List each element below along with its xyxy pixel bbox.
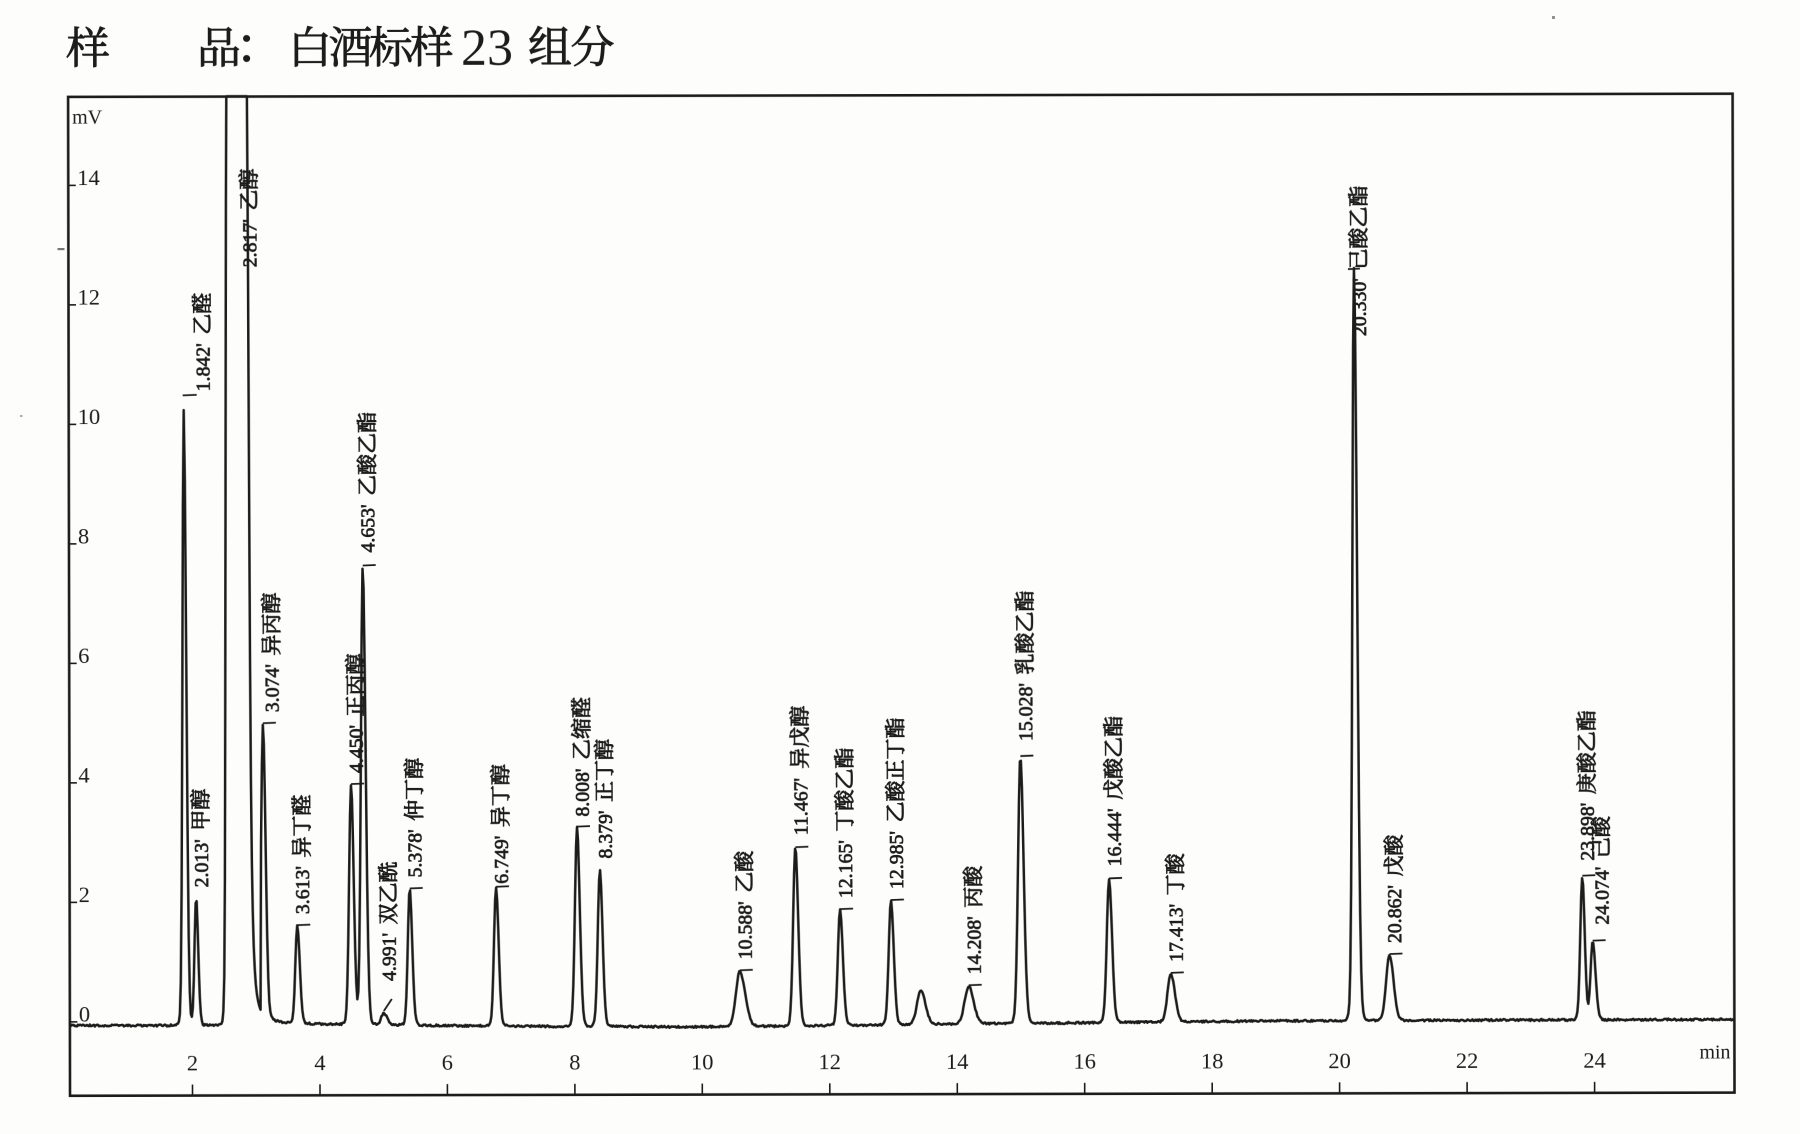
svg-text:16: 16 <box>1073 1049 1096 1074</box>
svg-text:0: 0 <box>79 1001 90 1026</box>
svg-text:18: 18 <box>1201 1048 1224 1073</box>
svg-text:8.379': 8.379' <box>595 810 617 858</box>
svg-text:8: 8 <box>569 1050 580 1075</box>
svg-text:4.450': 4.450' <box>346 725 368 773</box>
svg-text:4: 4 <box>314 1050 325 1075</box>
svg-text:1.842': 1.842' <box>193 343 215 391</box>
svg-text:14.208': 14.208' <box>964 916 986 974</box>
svg-text:8: 8 <box>78 523 89 548</box>
svg-text:14: 14 <box>946 1049 969 1074</box>
svg-text:10.588': 10.588' <box>735 901 757 959</box>
svg-text:24: 24 <box>1583 1048 1606 1073</box>
svg-text:2: 2 <box>187 1050 198 1075</box>
svg-text:12.985': 12.985' <box>886 831 908 889</box>
svg-text:6: 6 <box>78 643 89 668</box>
svg-text:mV: mV <box>72 107 103 129</box>
svg-text:2.013': 2.013' <box>191 839 213 887</box>
svg-text:4.991': 4.991' <box>379 933 401 981</box>
svg-text:3.613': 3.613' <box>292 866 314 914</box>
svg-text:16.444': 16.444' <box>1104 808 1126 866</box>
svg-text:2: 2 <box>79 882 90 907</box>
svg-text:22: 22 <box>1456 1048 1479 1073</box>
svg-text:4.653': 4.653' <box>358 504 380 552</box>
svg-text:2.817': 2.817' <box>239 219 261 267</box>
svg-text:5.378': 5.378' <box>405 829 427 877</box>
svg-text:20: 20 <box>1328 1048 1351 1073</box>
svg-text:20.862': 20.862' <box>1384 885 1406 943</box>
svg-text:14: 14 <box>77 165 100 190</box>
svg-text:10: 10 <box>78 404 101 429</box>
svg-text:8.008': 8.008' <box>572 769 594 817</box>
svg-text:min: min <box>1699 1041 1730 1063</box>
svg-text:11.467': 11.467' <box>790 778 812 835</box>
svg-text:3.074': 3.074' <box>262 664 284 712</box>
svg-text:17.413': 17.413' <box>1166 904 1188 962</box>
svg-text:23.898': 23.898' <box>1577 803 1599 861</box>
svg-text:12: 12 <box>818 1049 841 1074</box>
svg-text:24.074': 24.074' <box>1591 867 1613 925</box>
svg-text:23: 23 <box>461 20 513 77</box>
svg-text:6: 6 <box>442 1050 453 1075</box>
svg-text:10: 10 <box>691 1049 714 1074</box>
svg-text:20.330': 20.330' <box>1349 278 1371 336</box>
svg-text:15.028': 15.028' <box>1015 683 1037 741</box>
svg-text:12.165': 12.165' <box>835 840 857 898</box>
svg-text:6.749': 6.749' <box>491 836 513 884</box>
svg-text:4: 4 <box>78 762 89 787</box>
svg-text:12: 12 <box>77 284 100 309</box>
